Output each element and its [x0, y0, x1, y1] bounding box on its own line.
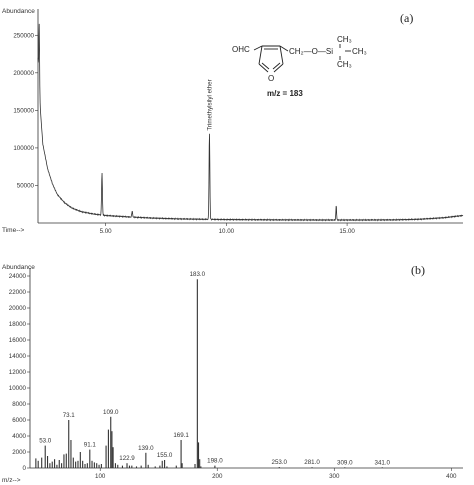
chromatogram-x-tick-label: 5.00: [100, 228, 113, 235]
furan-ring-double-bond: [261, 62, 270, 70]
ring-oxygen-label: O: [268, 74, 274, 83]
spectrum-y-tick-label: 6000: [12, 417, 26, 424]
chromatogram-ticks: 50000 100000 150000 200000 250000 5.00 10.00 15…: [13, 32, 355, 235]
spectrum-y-axis-title: Abundance: [2, 264, 35, 271]
chain-bond: [279, 45, 289, 52]
spectrum-y-tick-label: 20000: [9, 305, 27, 312]
spectrum-y-tick-label: 8000: [12, 401, 26, 408]
spectrum-y-tick-label: 4000: [12, 433, 26, 440]
spectrum-peak-label: 169.1: [173, 432, 189, 439]
spectrum-y-tick-label: 18000: [9, 321, 27, 328]
chromatogram-panel: Abundance Time--> (a) 50000 100000 150000 2…: [2, 8, 464, 235]
spectrum-peak-label: 281.0: [304, 459, 320, 466]
spectrum-peak-label: 253.0: [272, 459, 288, 466]
methyl-label-bottom: CH₃: [337, 60, 352, 69]
aldehyde-label: OHC: [232, 45, 250, 54]
chemical-structure: OHC O CH₂—O—Si CH₃ CH₃ CH₃ m/z = 183: [232, 35, 367, 98]
chromatogram-x-axis-title: Time-->: [2, 227, 25, 234]
spectrum-y-tick-label: 10000: [9, 385, 27, 392]
spectrum-y-tick-label: 14000: [9, 353, 27, 360]
spectrum-y-tick-label: 12000: [9, 369, 27, 376]
spectrum-y-tick-label: 16000: [9, 337, 27, 344]
spectrum-x-tick-label: 100: [95, 473, 106, 480]
chromatogram-peak-annotation: Trimethylsilyl ether: [206, 79, 213, 130]
spectrum-peak-label: 155.0: [157, 452, 173, 459]
spectrum-peak-label: 309.0: [337, 459, 353, 466]
furan-ring-double-bond: [272, 62, 281, 70]
methyl-label-right: CH₃: [352, 47, 367, 56]
spectrum-axes: [29, 268, 463, 469]
spectrum-peak-label: 122.9: [119, 455, 135, 462]
spectrum-x-tick-label: 200: [212, 473, 223, 480]
chromatogram-y-tick-label: 50000: [17, 182, 35, 189]
chromatogram-axes: [37, 9, 463, 224]
spectrum-peak-label: 109.0: [103, 409, 119, 416]
panel-label-b: (b): [411, 263, 425, 277]
spectrum-peak-label: 183.0: [190, 271, 206, 278]
chromatogram-annotations: Trimethylsilyl ether: [206, 79, 213, 130]
spectrum-y-tick-label: 24000: [9, 273, 27, 280]
spectrum-y-tick-label: 2000: [12, 449, 26, 456]
spectrum-x-tick-label: 300: [329, 473, 340, 480]
furan-ring-bond: [253, 45, 263, 51]
spectrum-peak-label: 73.1: [63, 412, 76, 419]
chromatogram-y-tick-label: 200000: [13, 70, 34, 77]
furan-ring: [253, 45, 284, 73]
mz-label: m/z = 183: [267, 89, 303, 98]
chromatogram-y-tick-label: 150000: [13, 107, 34, 114]
furan-ring-bond: [273, 63, 284, 73]
furan-ring-bond: [258, 63, 269, 73]
spectrum-peak-label: 139.0: [138, 445, 154, 452]
chain-label: CH₂—O—Si: [289, 47, 333, 56]
spectrum-peak-label: 53.0: [39, 438, 52, 445]
spectrum-peak-label: 341.0: [375, 459, 391, 466]
spectrum-y-tick-label: 22000: [9, 289, 27, 296]
furan-ring-bond: [258, 45, 263, 65]
chromatogram-y-tick-label: 250000: [13, 32, 34, 39]
spectrum-peaks: [35, 279, 383, 468]
chromatogram-trace: [37, 23, 464, 222]
panel-label-a: (a): [400, 11, 413, 25]
chromatogram-x-tick-label: 15.00: [339, 228, 355, 235]
furan-ring-bond: [279, 45, 284, 65]
spectrum-x-axis-title: m/z-->: [2, 477, 21, 484]
chromatogram-y-tick-label: 100000: [13, 145, 34, 152]
spectrum-ticks: 0 2000 4000 6000 8000 10000 12000 14000 16000 180…: [9, 273, 457, 480]
spectrum-peak-label: 198.0: [207, 458, 223, 465]
chromatogram-x-tick-label: 10.00: [219, 228, 235, 235]
chromatogram-y-axis-title: Abundance: [2, 8, 35, 15]
methyl-label-top: CH₃: [337, 35, 352, 44]
spectrum-y-tick-label: 0: [23, 465, 27, 472]
spectrum-x-tick-label: 400: [446, 473, 457, 480]
spectrum-peak-label: 91.1: [84, 442, 97, 449]
mass-spectrum-panel: Abundance m/z--> (b) 0 2000 4000 6000 8000 10…: [2, 263, 463, 484]
